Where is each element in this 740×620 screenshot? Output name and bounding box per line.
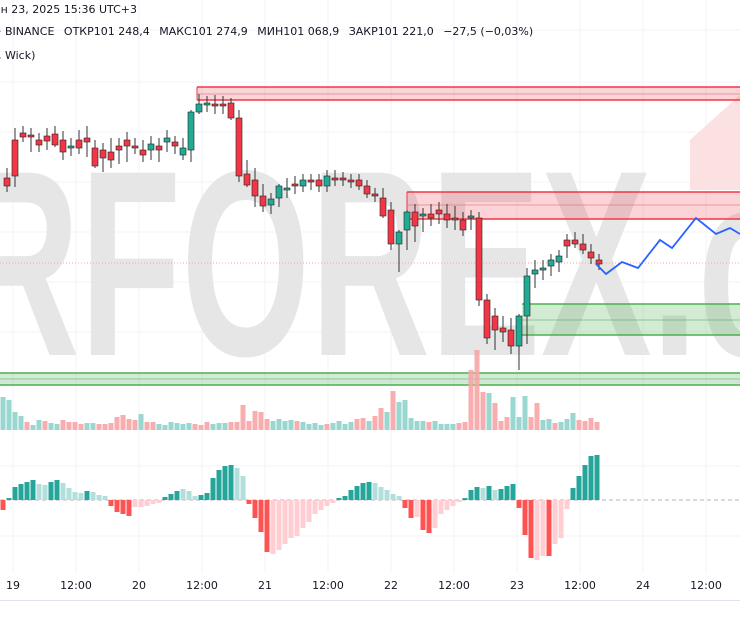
- time-axis-label: 19: [6, 579, 20, 592]
- indicator-legend[interactable]: , Wick): [0, 49, 36, 62]
- time-axis-label: 12:00: [564, 579, 596, 592]
- time-axis-label: 20: [132, 579, 146, 592]
- demand-zone: [0, 373, 740, 385]
- time-axis-label: 12:00: [60, 579, 92, 592]
- supply-demand-zones[interactable]: [0, 86, 740, 386]
- time-axis-label: 22: [384, 579, 398, 592]
- price-projection-line[interactable]: [595, 216, 740, 276]
- time-axis-label: 12:00: [438, 579, 470, 592]
- time-axis-label: 12:00: [690, 579, 722, 592]
- watermark-logo: RFOREX.c: [0, 95, 740, 412]
- low-value: МИН101 068,9: [257, 25, 340, 38]
- time-axis-label: 12:00: [186, 579, 218, 592]
- watermark-arrow: [690, 95, 740, 190]
- projection-path: [595, 216, 740, 276]
- time-axis-label: 21: [258, 579, 272, 592]
- close-value: ЗАКР101 221,0: [348, 25, 434, 38]
- date-time-label: ян 23, 2025 15:36 UTC+3: [0, 3, 138, 16]
- demand-zone: [522, 304, 740, 335]
- time-axis-label: 24: [636, 579, 650, 592]
- open-value: ОТКР101 248,4: [63, 25, 150, 38]
- axis-divider: [0, 600, 740, 601]
- symbol-ohlc-legend: · BINANCE ОТКР101 248,4 МАКС101 274,9 МИ…: [0, 25, 539, 38]
- volume-bars: [0, 350, 600, 430]
- time-axis-label: 23: [510, 579, 524, 592]
- time-axis-label: 12:00: [312, 579, 344, 592]
- oscillator-histogram: [0, 455, 740, 560]
- change-value: −27,5 (−0,03%): [443, 25, 534, 38]
- grid-lines: [0, 0, 740, 572]
- high-value: МАКС101 274,9: [159, 25, 248, 38]
- exchange-label: · BINANCE: [0, 25, 55, 38]
- candlestick-series: [3, 94, 603, 370]
- watermark-text: RFOREX.c: [0, 116, 740, 412]
